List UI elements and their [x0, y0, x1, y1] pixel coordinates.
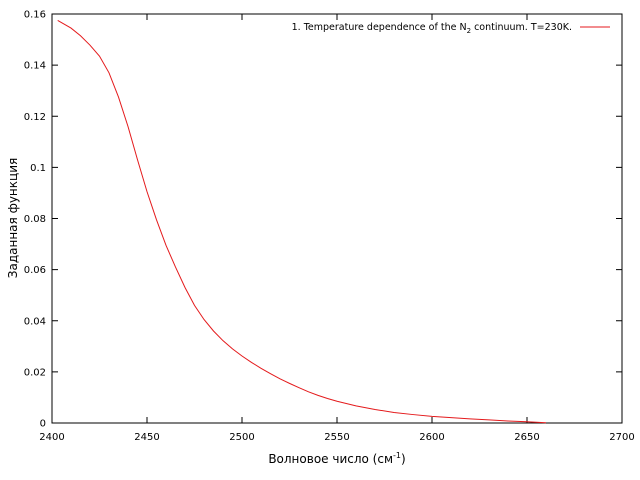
y-tick-label: 0.06 [24, 265, 46, 276]
y-tick-label: 0 [40, 419, 46, 430]
y-tick-label: 0.1 [30, 163, 46, 174]
y-tick-label: 0.14 [24, 61, 46, 72]
legend: 1. Temperature dependence of the N2 cont… [292, 22, 610, 35]
series-line [57, 19, 547, 424]
x-axis-title: Волновое число (см-1) [268, 451, 405, 466]
x-tick-label: 2400 [39, 432, 64, 443]
y-tick-label: 0.04 [24, 316, 46, 327]
x-tick-label: 2700 [609, 432, 634, 443]
y-tick-label: 0.02 [24, 367, 46, 378]
y-tick-label: 0.08 [24, 214, 46, 225]
x-tick-label: 2450 [134, 432, 159, 443]
series-layer [57, 19, 547, 424]
plot-frame [51, 13, 623, 424]
x-tick-label: 2600 [419, 432, 444, 443]
y-axis-title: Заданная функция [6, 158, 20, 278]
x-tick-label: 2500 [229, 432, 254, 443]
y-tick-label: 0.12 [24, 112, 46, 123]
axis-ticks: 2400 2450 2500 2550 2600 2650 2700 0 0.02 0.04 0.0… [24, 10, 635, 444]
x-tick-label: 2550 [324, 432, 349, 443]
legend-label: 1. Temperature dependence of the N2 cont… [292, 22, 572, 35]
y-tick-label: 0.16 [24, 10, 46, 21]
x-tick-label: 2650 [514, 432, 539, 443]
